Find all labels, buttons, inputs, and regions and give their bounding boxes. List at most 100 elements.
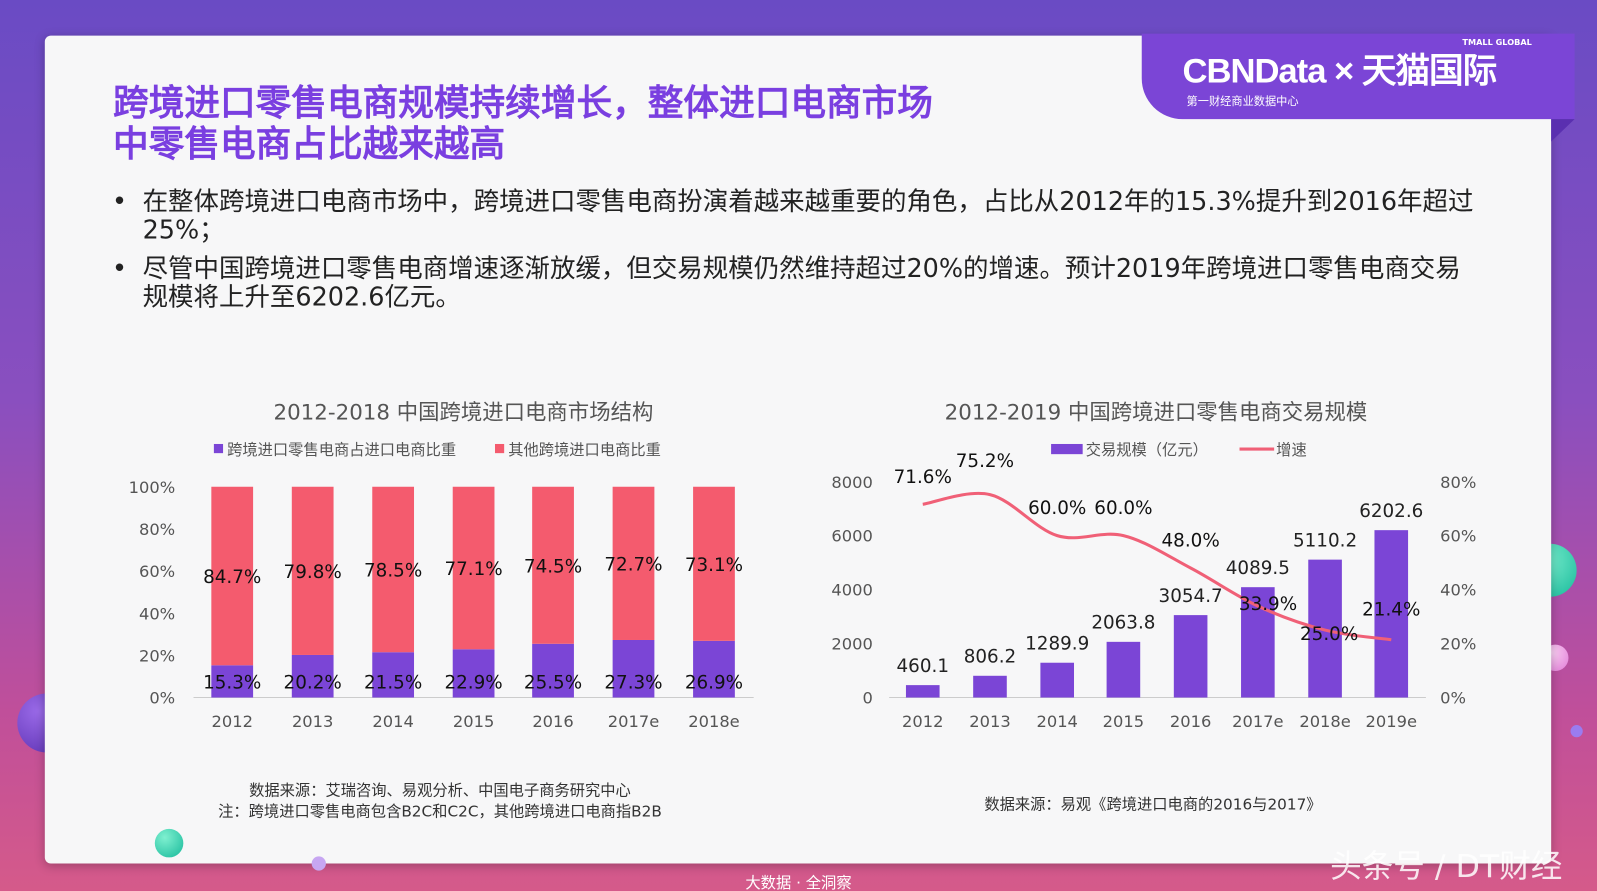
bar-volume — [905, 685, 940, 698]
logo-text: CBNData × 天猫国际 — [1182, 51, 1497, 91]
data-label: 15.3% — [203, 672, 261, 693]
bar-other — [693, 486, 735, 641]
y-left-tick-label: 2000 — [831, 635, 872, 654]
data-label: 6202.6 — [1359, 501, 1423, 522]
chart2-source: 数据来源：易观《跨境进口电商的2016与2017》 — [984, 796, 1321, 814]
data-label: 806.2 — [964, 647, 1016, 668]
bullet-text: 尽管中国跨境进口零售电商增速逐渐放缓，但交易规模仍然维持超过20%的增速。预计2… — [142, 253, 1461, 312]
y-left-tick-label: 8000 — [831, 473, 872, 492]
data-label: 25.5% — [524, 672, 582, 693]
decor-circle — [311, 856, 326, 871]
growth-label: 71.6% — [894, 467, 952, 488]
title-line: 跨境进口零售电商规模持续增长，整体进口电商市场 — [113, 83, 933, 125]
bar-other — [452, 486, 495, 650]
growth-label: 60.0% — [1094, 498, 1152, 519]
y-tick-label: 20% — [139, 646, 175, 665]
x-tick-label: 2012 — [902, 712, 943, 731]
bar-retail — [211, 665, 254, 698]
chart1-legend-swatch — [494, 443, 505, 454]
footer-slogan: 大数据 · 全洞察 — [745, 873, 852, 891]
x-tick-label: 2017e — [608, 712, 659, 731]
x-tick-label: 2015 — [453, 712, 494, 731]
x-tick-label: 2016 — [1170, 712, 1211, 731]
chart2-legend-label: 交易规模（亿元） — [1086, 441, 1208, 459]
title-line: 中零售电商占比越来越高 — [113, 124, 506, 165]
x-tick-label: 2017e — [1232, 712, 1283, 731]
y-tick-label: 40% — [139, 604, 175, 623]
x-tick-label: 2015 — [1103, 712, 1144, 731]
data-label: 460.1 — [897, 656, 949, 677]
x-tick-label: 2018e — [1299, 712, 1350, 731]
bullet-marker: • — [112, 253, 128, 284]
x-tick-label: 2014 — [1036, 712, 1077, 731]
y-tick-label: 100% — [129, 478, 176, 497]
data-label: 2063.8 — [1091, 613, 1155, 634]
x-tick-label: 2019e — [1366, 712, 1417, 731]
watermark: 头条号 / DT财经 — [1330, 848, 1563, 885]
data-label: 74.5% — [524, 556, 582, 577]
y-tick-label: 80% — [139, 520, 175, 539]
y-tick-label: 60% — [139, 562, 175, 581]
bar-volume — [1173, 615, 1208, 698]
growth-label: 75.2% — [956, 451, 1014, 472]
bar-retail — [372, 652, 415, 698]
data-label: 78.5% — [364, 561, 422, 582]
bar-retail — [612, 639, 655, 698]
data-label: 77.1% — [444, 559, 502, 580]
growth-label: 21.4% — [1362, 599, 1420, 620]
data-label: 72.7% — [604, 554, 662, 575]
bar-other — [612, 486, 655, 640]
data-label: 84.7% — [203, 567, 261, 588]
x-tick-label: 2013 — [969, 712, 1010, 731]
bullet-item: • 尽管中国跨境进口零售电商增速逐渐放缓，但交易规模仍然维持超过20%的增速。预计… — [112, 253, 1477, 312]
chart1-legend-label: 其他跨境进口电商比重 — [508, 441, 661, 459]
data-label: 20.2% — [284, 672, 342, 693]
bar-retail — [693, 640, 735, 698]
chart2-legend-label: 增速 — [1276, 441, 1307, 459]
data-label: 22.9% — [444, 672, 502, 693]
chart2-legend-swatch — [1051, 443, 1083, 455]
logo-tmall: TMALL GLOBAL — [1462, 37, 1532, 47]
bullet-text: 在整体跨境进口电商市场中，跨境进口零售电商扮演着越来越重要的角色，占比从2012… — [142, 186, 1474, 245]
bullet-item: • 在整体跨境进口电商市场中，跨境进口零售电商扮演着越来越重要的角色，占比从201… — [112, 187, 1477, 244]
bar-volume — [1106, 641, 1141, 698]
data-label: 21.5% — [364, 672, 422, 693]
growth-label: 60.0% — [1028, 498, 1086, 519]
x-tick-label: 2014 — [372, 712, 413, 731]
y-right-tick-label: 20% — [1440, 635, 1476, 654]
chart1-legend-swatch — [213, 443, 224, 454]
y-left-tick-label: 6000 — [831, 527, 872, 546]
data-label: 5110.2 — [1293, 530, 1357, 551]
y-right-tick-label: 40% — [1440, 581, 1476, 600]
bullet-marker: • — [112, 186, 128, 216]
growth-label: 25.0% — [1300, 624, 1358, 645]
data-label: 1289.9 — [1025, 633, 1089, 654]
chart2-title: 2012-2019 中国跨境进口零售电商交易规模 — [945, 401, 1368, 426]
bar-other — [372, 486, 415, 653]
y-right-tick-label: 60% — [1440, 527, 1476, 546]
data-label: 73.1% — [685, 555, 743, 576]
data-label: 27.3% — [604, 672, 662, 693]
chart1-source: 数据来源：艾瑞咨询、易观分析、中国电子商务研究中心 — [249, 781, 631, 799]
content-card — [44, 35, 1552, 864]
y-left-tick-label: 4000 — [831, 581, 872, 600]
bar-other — [211, 486, 254, 666]
chart1-legend-label: 跨境进口零售电商占进口电商比重 — [227, 441, 456, 459]
data-label: 3054.7 — [1159, 586, 1223, 607]
logo-tagline: 第一财经商业数据中心 — [1186, 94, 1299, 108]
bar-volume — [973, 675, 1007, 698]
data-label: 26.9% — [685, 672, 743, 693]
brand-logo: CBNData × 天猫国际 第一财经商业数据中心 TMALL GLOBAL — [1141, 33, 1575, 120]
x-tick-label: 2013 — [292, 712, 333, 731]
page-title: 跨境进口零售电商规模持续增长，整体进口电商市场 中零售电商占比越来越高 — [113, 84, 933, 165]
y-tick-label: 0% — [149, 689, 175, 708]
chart1-title: 2012-2018 中国跨境进口电商市场结构 — [273, 401, 653, 426]
bar-retail — [452, 649, 495, 698]
x-tick-label: 2012 — [211, 712, 252, 731]
x-tick-label: 2018e — [688, 712, 739, 731]
data-label: 79.8% — [284, 562, 342, 583]
bar-retail — [291, 654, 334, 698]
bar-volume — [1040, 662, 1075, 698]
